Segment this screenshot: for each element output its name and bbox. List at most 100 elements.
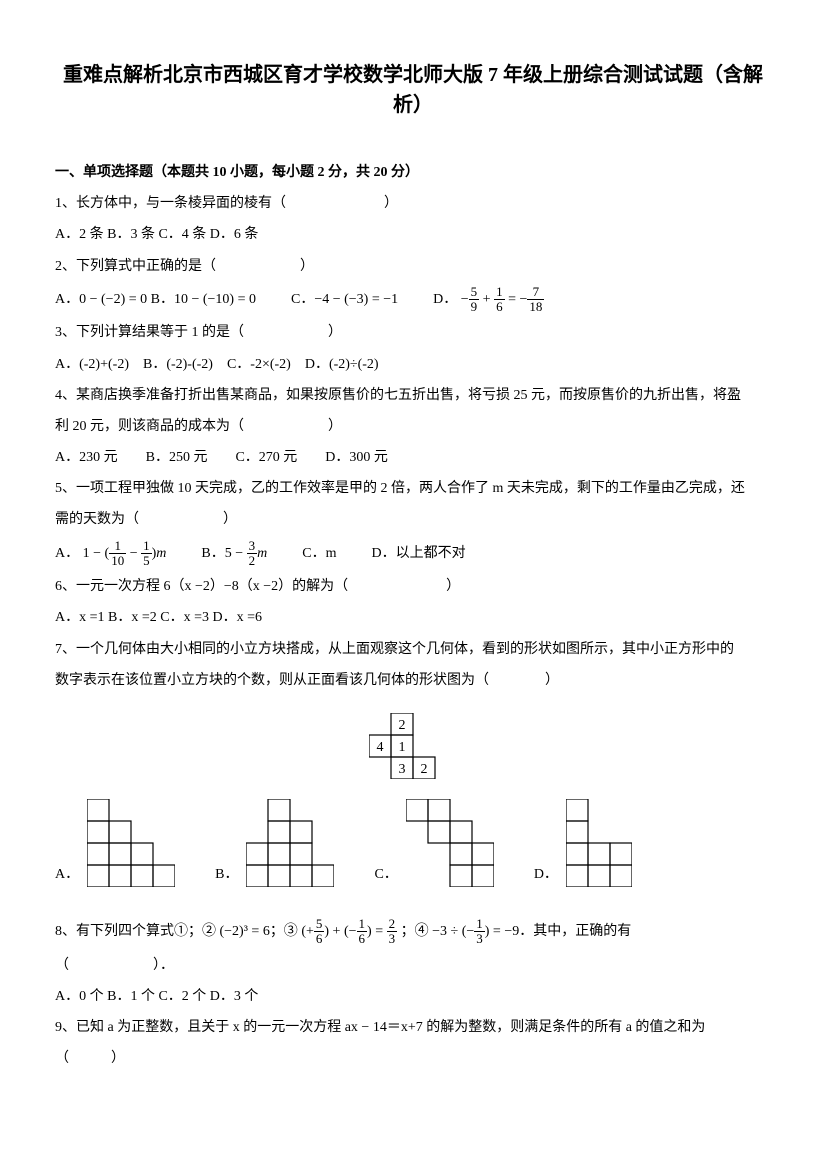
q7-optD-label: D．	[534, 862, 558, 887]
cell-4: 4	[377, 740, 384, 755]
q8-frac1: 16	[357, 917, 368, 947]
q5-fracA1-num: 1	[109, 539, 126, 554]
q7-optB-label: B．	[215, 862, 238, 887]
cell-3: 3	[399, 762, 406, 777]
q2-frac2: 16	[494, 285, 505, 315]
q5-optA-minus: −	[130, 546, 141, 561]
q5-fracA1-den: 10	[109, 554, 126, 568]
q7-optB: B．	[215, 799, 334, 887]
q8-frac2: 23	[387, 917, 398, 947]
q7-optC: C．	[374, 799, 493, 887]
q6-stem: 6、一元一次方程 6（x −2）−8（x −2）的解为（ ）	[55, 574, 771, 599]
q5-fracB-den: 2	[247, 554, 258, 568]
q7-options-row: A． B．	[55, 799, 771, 887]
q7-topgrid-svg: 2 4 1 3 2	[369, 713, 457, 779]
q8-frac1-den: 6	[357, 932, 368, 946]
cell-1: 1	[399, 740, 406, 755]
q7-optC-label: C．	[374, 862, 397, 887]
q5-optA-prefix: A．	[55, 546, 79, 561]
q7-optD: D．	[534, 799, 632, 887]
section-header: 一、单项选择题（本题共 10 小题，每小题 2 分，共 20 分）	[55, 160, 771, 185]
q8-frac2-den: 3	[387, 932, 398, 946]
q8-rp1: )	[324, 924, 329, 939]
q8-frac13-den: 3	[474, 932, 485, 946]
cell-22: 2	[421, 762, 428, 777]
q8-rp2: )	[367, 924, 372, 939]
q1-stem: 1、长方体中，与一条棱异面的棱有（ ）	[55, 191, 771, 216]
q5-optA-m: m	[156, 546, 166, 561]
q5-fracA2-den: 5	[141, 554, 152, 568]
q5-optC: C．m	[302, 546, 336, 561]
q7-optA-svg	[87, 799, 175, 887]
q5-fracA1: 110	[109, 539, 126, 569]
q9-line1: 9、已知 a 为正整数，且关于 x 的一元一次方程 ax − 14＝x+7 的解…	[55, 1015, 771, 1040]
q8-lp1: (+	[301, 924, 314, 939]
q8-mid5: = −9．其中，正确的有	[493, 924, 631, 939]
q8-rp3: )	[485, 924, 490, 939]
q4-line2: 利 20 元，则该商品的成本为（ ）	[55, 414, 771, 439]
q2-stem: 2、下列算式中正确的是（ ）	[55, 254, 771, 279]
q7-line1: 7、一个几何体由大小相同的小立方块搭成，从上面观察这个几何体，看到的形状如图所示…	[55, 637, 771, 662]
q5-fracA2: 15	[141, 539, 152, 569]
q2-frac3-den: 18	[527, 300, 544, 314]
q5-fracA2-num: 1	[141, 539, 152, 554]
q2-plus: +	[483, 292, 494, 307]
q4-options: A．230 元 B．250 元 C．270 元 D．300 元	[55, 445, 771, 470]
q5-fracB-num: 3	[247, 539, 258, 554]
q8-stem: 8、有下列四个算式①；② (−2)³ = 6；③ (+56) + (−16) =…	[55, 917, 771, 947]
q5-optD: D．以上都不对	[371, 546, 465, 561]
q2-frac2-den: 6	[494, 300, 505, 314]
q8-lp3: (−	[462, 924, 475, 939]
q8-mid2: +	[333, 924, 344, 939]
q8-options: A．0 个 B．1 个 C．2 个 D．3 个	[55, 984, 771, 1009]
q7-top-figure: 2 4 1 3 2	[55, 713, 771, 779]
q8-frac13: 13	[474, 917, 485, 947]
q5-line1: 5、一项工程甲独做 10 天完成，乙的工作效率是甲的 2 倍，两人合作了 m 天…	[55, 476, 771, 501]
q2-optD-prefix: D．	[433, 292, 457, 307]
q5-line2: 需的天数为（ ）	[55, 507, 771, 532]
q8-mid4: ；④ −3 ÷	[401, 924, 462, 939]
q8-frac5-den: 6	[314, 932, 325, 946]
q8-lp2: (−	[344, 924, 357, 939]
q8-mid3: =	[375, 924, 386, 939]
q8-prefix: 8、有下列四个算式①；②	[55, 924, 220, 939]
q8-frac1-num: 1	[357, 917, 368, 932]
q7-optB-svg	[246, 799, 334, 887]
q9-line2: （ ）	[55, 1046, 771, 1071]
q7-optC-svg	[406, 799, 494, 887]
page-title: 重难点解析北京市西城区育才学校数学北师大版 7 年级上册综合测试试题（含解析）	[55, 60, 771, 120]
q7-line2: 数字表示在该位置小立方块的个数，则从正面看该几何体的形状图为（ ）	[55, 668, 771, 693]
q7-optA-label: A．	[55, 862, 79, 887]
q5-optB-m: m	[257, 546, 267, 561]
q8-mid1: (−2)³ = 6；③	[220, 924, 302, 939]
q1-options: A．2 条 B．3 条 C．4 条 D．6 条	[55, 222, 771, 247]
q3-options: A．(-2)+(-2) B．(-2)-(-2) C．-2×(-2) D．(-2)…	[55, 352, 771, 377]
q2-frac2-num: 1	[494, 285, 505, 300]
q2-options: A．0 − (−2) = 0 B．10 − (−10) = 0 C．−4 − (…	[55, 285, 771, 315]
q2-eq: = −	[508, 292, 527, 307]
q2-optA: A．0 − (−2) = 0	[55, 292, 147, 307]
q5-fracB: 32	[247, 539, 258, 569]
q2-frac3: 718	[527, 285, 544, 315]
q8-frac2-num: 2	[387, 917, 398, 932]
q6-options: A．x =1 B．x =2 C．x =3 D．x =6	[55, 605, 771, 630]
q4-line1: 4、某商店换季准备打折出售某商品，如果按原售价的七五折出售，将亏损 25 元，而…	[55, 383, 771, 408]
q5-options: A． 1 − (110 − 15)m B．5 − 32m C．m D．以上都不对	[55, 539, 771, 569]
q2-frac1-den: 9	[469, 300, 480, 314]
q2-frac3-num: 7	[527, 285, 544, 300]
q5-optB-prefix: B．5 −	[201, 546, 243, 561]
q2-frac1: 59	[469, 285, 480, 315]
q8-frac13-num: 1	[474, 917, 485, 932]
cell-2: 2	[399, 718, 406, 733]
q8-frac5: 56	[314, 917, 325, 947]
q8-line2: （ ）．	[55, 953, 771, 978]
q5-optA-expr: 1 − (	[83, 546, 110, 561]
q2-optC: C．−4 − (−3) = −1	[291, 292, 398, 307]
q2-optB: B．10 − (−10) = 0	[151, 292, 256, 307]
q2-frac1-num: 5	[469, 285, 480, 300]
q2-minus1: −	[461, 292, 469, 307]
q7-optD-svg	[566, 799, 632, 887]
q8-frac5-num: 5	[314, 917, 325, 932]
q7-optA: A．	[55, 799, 175, 887]
q3-stem: 3、下列计算结果等于 1 的是（ ）	[55, 320, 771, 345]
